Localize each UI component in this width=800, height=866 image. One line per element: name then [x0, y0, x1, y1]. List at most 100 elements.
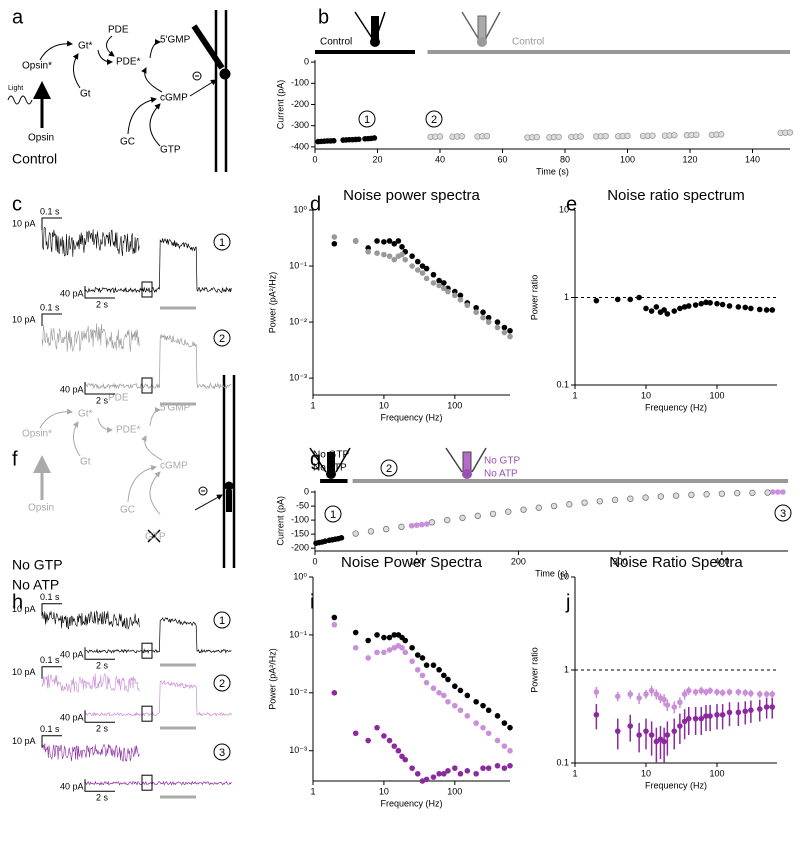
data-point	[749, 489, 756, 497]
y-tick-label: 10⁻³	[289, 373, 307, 383]
node: Opsin	[28, 133, 54, 144]
arrow	[194, 494, 223, 511]
zoom-box	[141, 705, 153, 722]
scale-label: 2 s	[96, 299, 109, 309]
annotation: 3	[219, 747, 225, 759]
data-point	[409, 253, 415, 259]
data-point	[577, 133, 584, 140]
data-point	[399, 644, 405, 651]
annotation-circle	[425, 110, 443, 128]
y-axis-label: Power (pA²/Hz)	[267, 272, 277, 334]
data-point	[649, 132, 656, 139]
y-tick-label: 0	[304, 56, 309, 66]
annotation: 3	[780, 508, 786, 520]
node: cGMP	[160, 93, 188, 104]
trace	[84, 780, 232, 786]
data-point	[423, 275, 430, 282]
data-point	[733, 489, 741, 497]
data-point	[381, 239, 387, 245]
data-point	[489, 510, 497, 518]
arrow	[127, 465, 157, 503]
zoom-box	[141, 281, 153, 298]
data-point	[714, 300, 720, 307]
pipette-icon	[354, 11, 386, 39]
data-point	[714, 689, 720, 695]
scale-label: 10 pA	[12, 218, 36, 228]
data-point	[441, 280, 447, 286]
trace	[84, 237, 232, 294]
data-point	[688, 491, 695, 499]
y-tick-label: 0.1	[556, 757, 569, 767]
node: PDE*	[116, 57, 141, 68]
scale-label: 0.1 s	[40, 302, 60, 312]
data-point	[707, 687, 713, 694]
annotation: 1	[330, 509, 336, 521]
data-point	[414, 666, 421, 673]
data-point	[726, 689, 733, 695]
zoom-trace	[41, 323, 140, 353]
data-point	[452, 292, 458, 299]
period-label: No ATP	[313, 463, 347, 474]
x-axis-label: Frequency (Hz)	[645, 402, 707, 412]
data-point	[596, 498, 604, 505]
x-tick-label: 100	[709, 390, 724, 400]
x-tick-label: 0	[312, 154, 317, 164]
panel-letter: j	[565, 591, 570, 613]
data-point	[614, 296, 621, 303]
data-point	[719, 689, 726, 696]
scale-label: 0.1 s	[40, 655, 60, 665]
annotation-circle	[324, 505, 342, 523]
data-point	[763, 691, 770, 697]
zoom-trace	[41, 673, 140, 693]
data-point	[485, 314, 492, 321]
data-point	[718, 490, 726, 497]
data-point	[653, 304, 660, 310]
data-point	[681, 691, 688, 697]
node: Gt*	[78, 41, 93, 52]
cell-icon	[370, 37, 380, 47]
data-point	[473, 770, 479, 777]
y-tick-label: -100	[291, 514, 309, 524]
data-point	[698, 300, 705, 307]
data-point	[386, 647, 393, 653]
data-point	[436, 666, 442, 673]
scale-label: 2 s	[96, 395, 109, 405]
chart-title: Noise Power Spectra	[341, 554, 483, 571]
panel-letter: g	[310, 448, 321, 470]
cross	[147, 529, 161, 543]
arrow	[39, 408, 73, 429]
diagram-f	[33, 375, 236, 568]
period-label: No GTP	[484, 456, 520, 467]
data-point	[419, 655, 426, 661]
scale-bar	[41, 217, 62, 230]
data-point	[643, 728, 649, 734]
data-point	[430, 685, 437, 692]
data-point	[769, 489, 776, 495]
data-point	[430, 271, 437, 278]
annotation: 1	[219, 237, 225, 249]
data-point	[457, 292, 464, 299]
data-point	[381, 649, 387, 656]
x-tick-label: 1	[572, 768, 577, 778]
data-point	[614, 728, 621, 734]
data-point	[414, 652, 421, 658]
scale-label: 0.1 s	[40, 206, 60, 216]
data-point	[413, 522, 420, 528]
data-point	[520, 506, 527, 513]
data-point	[627, 495, 634, 502]
data-point	[719, 301, 726, 308]
data-point	[624, 132, 631, 140]
annotation-circle	[380, 459, 398, 477]
x-axis-label: Frequency (Hz)	[380, 412, 442, 422]
annotation: 1	[219, 615, 225, 627]
data-point	[441, 285, 447, 292]
period-label: No GTP	[313, 450, 349, 461]
data-point	[703, 713, 709, 719]
y-tick-label: 10⁻¹	[289, 629, 307, 639]
panel-letter: d	[310, 193, 321, 215]
data-point	[441, 692, 447, 699]
arrow	[97, 417, 113, 433]
y-tick-label: -200	[291, 99, 309, 109]
y-tick-label: 10⁻²	[289, 687, 307, 697]
annotation-circle	[213, 233, 231, 251]
